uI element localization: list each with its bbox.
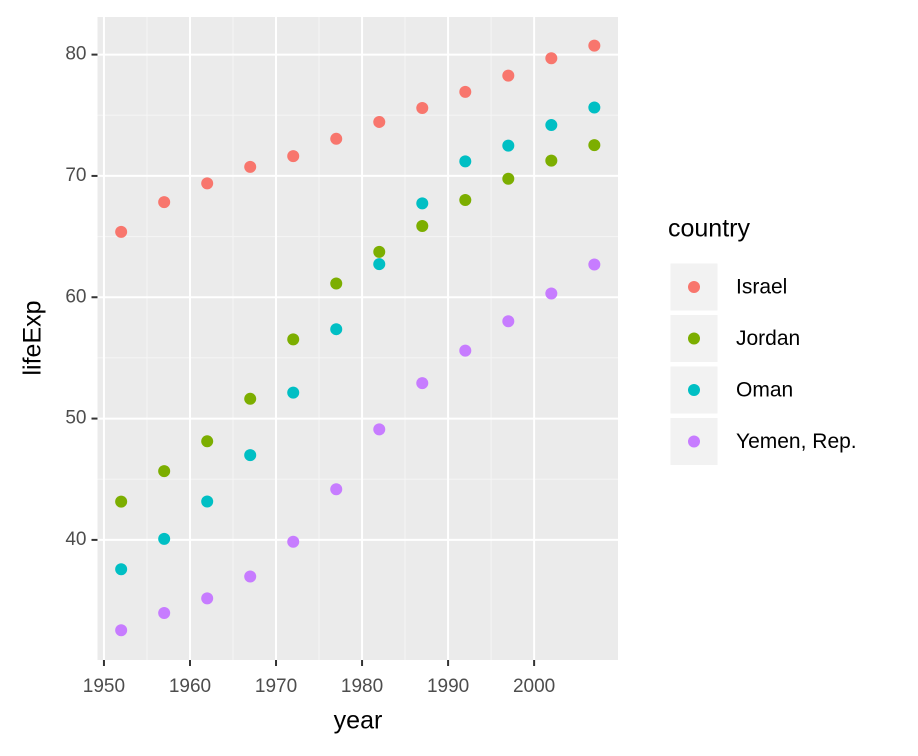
legend-label: Yemen, Rep. (736, 430, 857, 453)
point (459, 85, 472, 98)
y-axis-title: lifeExp (19, 300, 47, 375)
point (330, 323, 343, 336)
y-tick-label: 50 (65, 408, 86, 429)
x-tick-label: 1980 (341, 676, 383, 697)
x-tick-label: 1960 (169, 676, 211, 697)
point (287, 333, 300, 346)
point (158, 532, 171, 545)
point (158, 465, 171, 478)
plot-panel (97, 17, 618, 660)
x-axis-title: year (334, 707, 383, 735)
point (545, 154, 558, 167)
point (588, 258, 601, 271)
legend-marker (688, 435, 700, 448)
point (502, 69, 515, 82)
point (244, 392, 257, 405)
point (545, 287, 558, 300)
point (459, 155, 472, 168)
point (330, 483, 343, 496)
point (201, 592, 214, 605)
y-tick-label: 70 (65, 165, 86, 186)
point (158, 607, 171, 620)
legend-label: Israel (736, 276, 787, 299)
point (244, 449, 257, 462)
point (201, 177, 214, 190)
legend-label: Jordan (736, 327, 800, 350)
point (545, 52, 558, 65)
legend-marker (688, 384, 700, 396)
point (373, 245, 386, 258)
x-tick-label: 1950 (83, 676, 125, 697)
legend-marker (688, 281, 700, 293)
x-tick-label: 1990 (427, 676, 469, 697)
point (502, 315, 515, 328)
point (588, 101, 601, 114)
x-tick-label: 2000 (513, 676, 555, 697)
x-tick-label: 1970 (255, 676, 297, 697)
point (287, 535, 300, 548)
point (115, 563, 128, 576)
point (416, 377, 429, 390)
point (502, 139, 515, 152)
point (459, 344, 472, 357)
point (201, 435, 214, 448)
point (416, 101, 429, 114)
y-tick-label: 80 (65, 44, 86, 65)
point (115, 495, 128, 508)
point (158, 196, 171, 209)
point (545, 119, 558, 132)
point (244, 160, 257, 173)
point (287, 150, 300, 163)
legend-marker (688, 332, 700, 345)
point (373, 258, 386, 271)
point (502, 172, 515, 185)
point (330, 277, 343, 290)
y-tick-label: 60 (65, 286, 86, 307)
point (588, 39, 601, 52)
point (244, 570, 257, 583)
point (115, 225, 128, 238)
y-tick-label: 40 (65, 529, 86, 550)
point (459, 194, 472, 207)
point (373, 115, 386, 128)
point (416, 197, 429, 210)
point (115, 624, 128, 637)
point (201, 495, 214, 508)
point (416, 220, 429, 233)
point (287, 386, 300, 399)
point (373, 423, 386, 436)
legend-label: Oman (736, 379, 793, 402)
point (588, 139, 601, 152)
point (330, 132, 343, 145)
legend-title: country (668, 215, 750, 243)
